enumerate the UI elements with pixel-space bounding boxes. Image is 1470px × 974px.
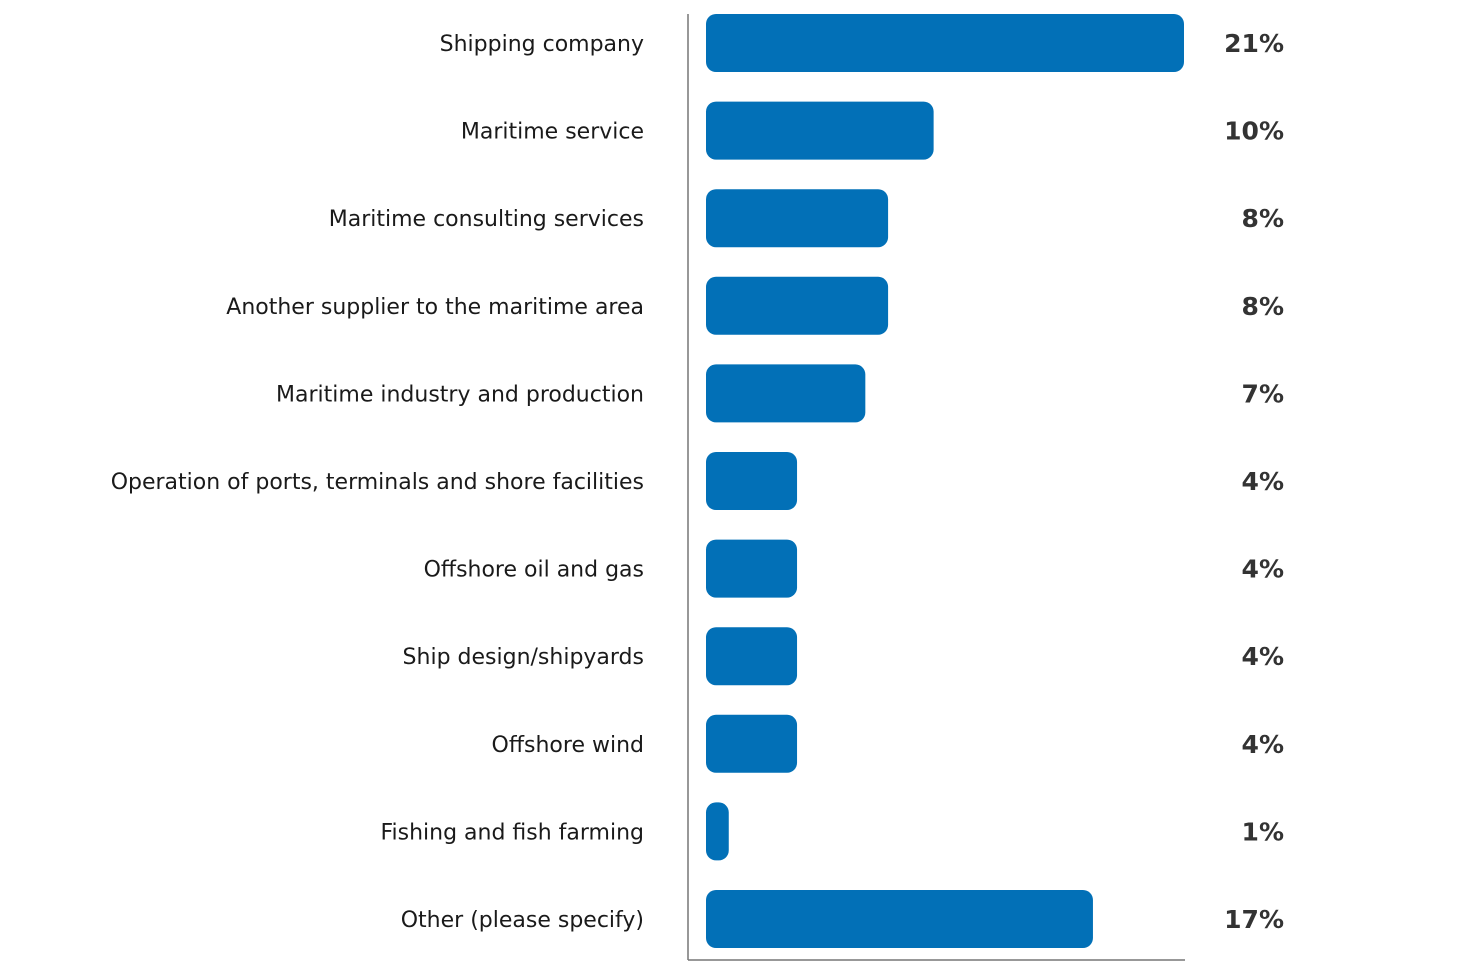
category-label: Operation of ports, terminals and shore …	[111, 470, 644, 495]
category-label: Maritime service	[461, 120, 644, 145]
value-label: 7%	[1242, 379, 1284, 408]
bar-row: Ship design/shipyards 4%	[403, 627, 1284, 686]
bar	[706, 539, 798, 598]
value-label: 1%	[1242, 817, 1284, 846]
bar-row: Maritime consulting services 8%	[329, 189, 1284, 248]
category-label: Offshore oil and gas	[424, 558, 644, 583]
bar	[706, 276, 889, 335]
value-label: 8%	[1242, 292, 1284, 321]
bar-row: Offshore wind 4%	[492, 714, 1284, 773]
bar	[706, 714, 798, 773]
bar	[706, 364, 866, 423]
bar	[706, 189, 889, 248]
bar	[706, 802, 729, 861]
value-label: 4%	[1242, 730, 1284, 759]
value-label: 4%	[1242, 467, 1284, 496]
category-label: Shipping company	[440, 32, 644, 57]
bar-row: Maritime service 10%	[461, 101, 1284, 160]
category-label: Maritime consulting services	[329, 207, 644, 232]
bar	[706, 452, 798, 510]
category-label: Fishing and fish farming	[380, 820, 644, 845]
category-label: Another supplier to the maritime area	[226, 295, 644, 320]
bar-row: Offshore oil and gas 4%	[424, 539, 1284, 598]
bar	[706, 101, 934, 160]
category-label: Maritime industry and production	[276, 382, 644, 407]
value-label: 10%	[1224, 117, 1284, 146]
value-label: 17%	[1224, 905, 1284, 934]
category-label: Offshore wind	[492, 733, 644, 758]
value-label: 4%	[1242, 642, 1284, 671]
bar-row: Operation of ports, terminals and shore …	[111, 452, 1284, 510]
bar-row: Fishing and fish farming 1%	[380, 802, 1284, 861]
bar-row: Another supplier to the maritime area 8%	[226, 276, 1284, 335]
bar-row: Other (please specify) 17%	[401, 890, 1284, 948]
category-label: Other (please specify)	[401, 908, 644, 933]
value-label: 21%	[1224, 29, 1284, 58]
bar	[706, 890, 1093, 948]
bar	[706, 14, 1184, 72]
value-label: 4%	[1242, 555, 1284, 584]
category-label: Ship design/shipyards	[403, 645, 644, 670]
value-label: 8%	[1242, 204, 1284, 233]
bar	[706, 627, 798, 686]
bar-row: Maritime industry and production 7%	[276, 364, 1284, 423]
bar-row: Shipping company 21%	[440, 14, 1284, 72]
